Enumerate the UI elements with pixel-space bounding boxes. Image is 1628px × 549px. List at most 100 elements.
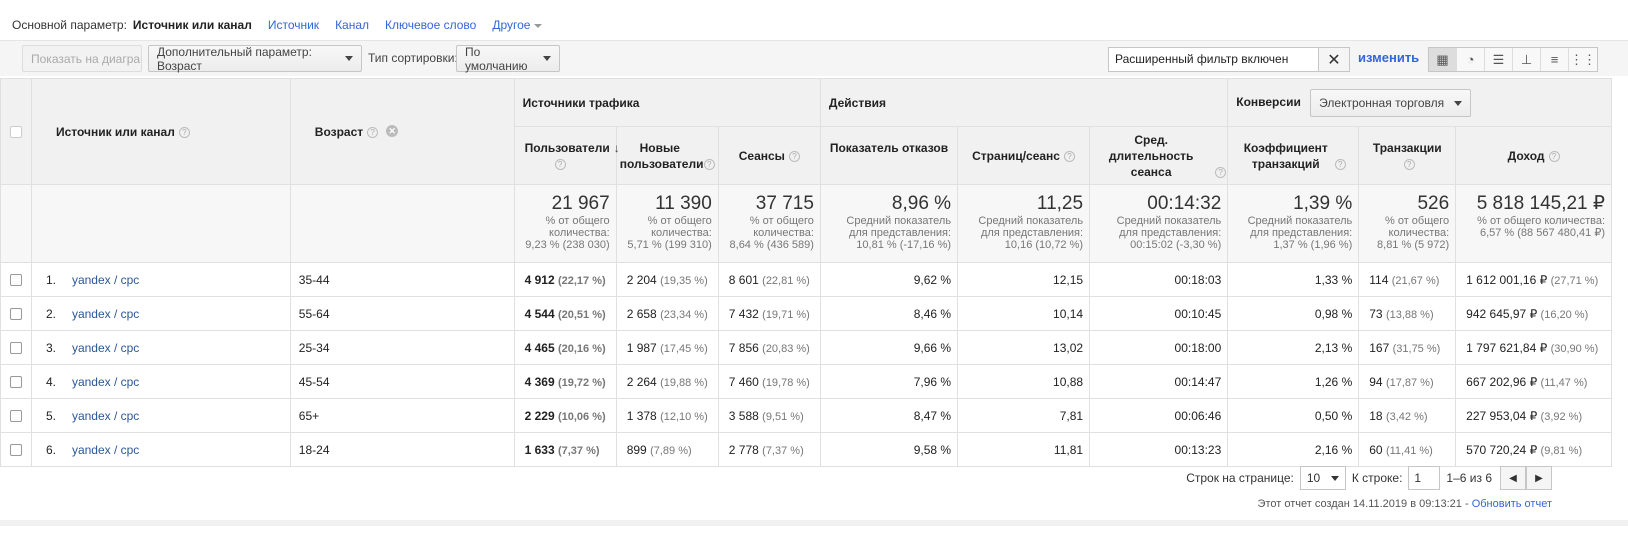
table-row: 1. yandex / cpc 35-44 4 912 (22,17 %) 2 2… bbox=[0, 262, 1612, 297]
col-revenue-label: Доход bbox=[1507, 148, 1545, 163]
chevron-down-icon bbox=[345, 56, 353, 61]
row-checkbox[interactable] bbox=[9, 376, 22, 389]
row-index: 1. bbox=[45, 272, 56, 287]
report-created-note: Этот отчет создан 14.11.2019 в 09:13:21 … bbox=[1258, 498, 1552, 510]
performance-view-icon[interactable]: ☰ bbox=[1485, 48, 1513, 71]
change-filter-link[interactable]: изменить bbox=[1358, 50, 1420, 65]
col-header-source[interactable]: Источник или канал? bbox=[30, 78, 291, 185]
row-source-link[interactable]: yandex / cpc bbox=[71, 272, 140, 287]
totals-empty bbox=[289, 184, 515, 263]
row-users-value: 4 544 bbox=[524, 306, 555, 321]
secondary-dimension-select[interactable]: Дополнительный параметр: Возраст bbox=[148, 45, 362, 73]
row-bounce: 9,66 % bbox=[819, 330, 959, 365]
row-source-link[interactable]: yandex / cpc bbox=[71, 442, 140, 457]
help-icon[interactable]: ? bbox=[1334, 158, 1346, 170]
plot-rows-button[interactable]: Показать на диаграмме bbox=[22, 45, 142, 72]
row-checkbox[interactable] bbox=[9, 342, 22, 355]
pivot-view-icon[interactable]: ⋮⋮ bbox=[1570, 51, 1596, 67]
table-view-icon[interactable]: ▦ bbox=[1429, 48, 1457, 71]
row-checkbox[interactable] bbox=[9, 444, 22, 457]
row-new-users: 2 204 (19,35 %) bbox=[615, 262, 719, 297]
row-pages: 11,81 bbox=[957, 432, 1091, 467]
col-new-users-label: Новые пользователи bbox=[619, 140, 704, 171]
row-transactions-value: 73 bbox=[1369, 306, 1383, 321]
col-header-sessions[interactable]: Сеансы? bbox=[717, 126, 821, 185]
chevron-down-icon bbox=[1454, 100, 1463, 106]
row-transactions-value: 114 bbox=[1369, 272, 1389, 287]
close-icon[interactable]: ✕ bbox=[1318, 47, 1350, 72]
col-header-transactions[interactable]: Транзакции? bbox=[1358, 126, 1457, 185]
help-icon[interactable]: ? bbox=[703, 158, 715, 170]
help-icon[interactable]: ? bbox=[1215, 166, 1227, 178]
help-icon[interactable]: ? bbox=[1403, 158, 1415, 170]
primary-dimension-medium[interactable]: Канал bbox=[335, 18, 370, 32]
totals-row: 21 967% от общего количества: 9,23 % (238 … bbox=[0, 184, 1612, 263]
conversions-select[interactable]: Электронная торговля bbox=[1310, 88, 1472, 117]
primary-dimension-source[interactable]: Источник bbox=[267, 18, 320, 32]
row-users: 1 633 (7,37 %) bbox=[513, 432, 617, 467]
row-sessions-value: 3 588 bbox=[728, 408, 759, 423]
col-pages-label: Страниц/сеанс bbox=[972, 148, 1060, 163]
primary-dimension-bar: Основной параметр: Источник или канал Ис… bbox=[12, 16, 558, 34]
col-header-age[interactable]: Возраст? ✕ bbox=[289, 78, 515, 185]
rows-per-page-select[interactable]: 10 bbox=[1299, 466, 1346, 490]
row-sessions: 7 856 (20,83 %) bbox=[717, 330, 821, 365]
total-sub: 10,16 (10,72 %) bbox=[1004, 239, 1084, 251]
row-conv-rate: 1,33 % bbox=[1227, 262, 1360, 297]
row-revenue: 667 202,96 ₽ (11,47 %) bbox=[1455, 364, 1612, 399]
row-conv-rate: 0,98 % bbox=[1227, 296, 1360, 331]
help-icon[interactable]: ? bbox=[1548, 150, 1560, 162]
primary-dimension-active[interactable]: Источник или канал bbox=[132, 18, 252, 32]
refresh-report-link[interactable]: Обновить отчет bbox=[1471, 498, 1552, 510]
col-sessions-label: Сеансы bbox=[738, 148, 785, 163]
primary-dimension-keyword[interactable]: Ключевое слово bbox=[385, 18, 477, 32]
help-icon[interactable]: ? bbox=[367, 126, 379, 138]
row-sessions: 3 588 (9,51 %) bbox=[717, 398, 821, 433]
col-header-revenue[interactable]: Доход? bbox=[1455, 126, 1612, 185]
row-checkbox[interactable] bbox=[9, 308, 22, 321]
row-new-users: 1 987 (17,45 %) bbox=[615, 330, 719, 365]
row-source-link[interactable]: yandex / cpc bbox=[71, 340, 140, 355]
col-header-duration[interactable]: Сред. длительность сеанса? bbox=[1089, 126, 1229, 185]
remove-dimension-icon[interactable]: ✕ bbox=[386, 124, 399, 137]
col-header-pages[interactable]: Страниц/сеанс? bbox=[957, 126, 1091, 185]
row-transactions-pct: (3,42 %) bbox=[1385, 410, 1428, 423]
next-page-icon[interactable]: ▶ bbox=[1526, 466, 1552, 490]
row-bounce: 9,62 % bbox=[819, 262, 959, 297]
total-sub: для представления: bbox=[1119, 227, 1222, 239]
row-transactions-value: 60 bbox=[1369, 442, 1383, 457]
sort-type-select[interactable]: По умолчанию bbox=[456, 45, 560, 73]
row-revenue-pct: (11,47 %) bbox=[1540, 376, 1588, 389]
row-select-cell bbox=[0, 398, 32, 433]
row-checkbox[interactable] bbox=[9, 410, 22, 423]
help-icon[interactable]: ? bbox=[788, 150, 800, 162]
prev-page-icon[interactable]: ◀ bbox=[1500, 466, 1526, 490]
row-new-users-value: 2 204 bbox=[626, 272, 657, 287]
select-all-checkbox[interactable] bbox=[9, 126, 22, 139]
help-icon[interactable]: ? bbox=[178, 126, 190, 138]
term-cloud-view-icon[interactable]: ≡ bbox=[1541, 48, 1569, 71]
col-header-new-users[interactable]: Новые пользователи? bbox=[615, 126, 719, 185]
row-source-link[interactable]: yandex / cpc bbox=[71, 306, 140, 321]
pie-view-icon[interactable]: ◔ bbox=[1457, 48, 1485, 71]
table-row: 4. yandex / cpc 45-54 4 369 (19,72 %) 2 2… bbox=[0, 364, 1612, 399]
row-sessions-value: 2 778 bbox=[728, 442, 759, 457]
row-new-users-value: 2 264 bbox=[626, 374, 657, 389]
col-header-bounce[interactable]: Показатель отказов bbox=[819, 126, 959, 185]
row-pages: 13,02 bbox=[957, 330, 1091, 365]
col-header-users[interactable]: Пользователи ↓? bbox=[513, 126, 620, 185]
chevron-down-icon bbox=[543, 56, 551, 61]
primary-dimension-other[interactable]: Другое bbox=[492, 18, 543, 32]
help-icon[interactable]: ? bbox=[554, 158, 566, 170]
help-icon[interactable]: ? bbox=[1063, 150, 1075, 162]
total-sub: Средний показатель bbox=[846, 215, 952, 227]
row-source-link[interactable]: yandex / cpc bbox=[71, 374, 140, 389]
comparison-view-icon[interactable]: ⊥ bbox=[1513, 48, 1541, 71]
row-checkbox[interactable] bbox=[9, 274, 22, 287]
row-index: 5. bbox=[45, 408, 56, 423]
row-conv-rate: 2,13 % bbox=[1227, 330, 1360, 365]
goto-row-input[interactable]: 1 bbox=[1408, 466, 1441, 490]
col-header-conv-rate[interactable]: Коэффициент транзакций? bbox=[1227, 126, 1360, 185]
row-source-link[interactable]: yandex / cpc bbox=[71, 408, 140, 423]
advanced-filter-field[interactable]: Расширенный фильтр включен bbox=[1108, 47, 1350, 72]
